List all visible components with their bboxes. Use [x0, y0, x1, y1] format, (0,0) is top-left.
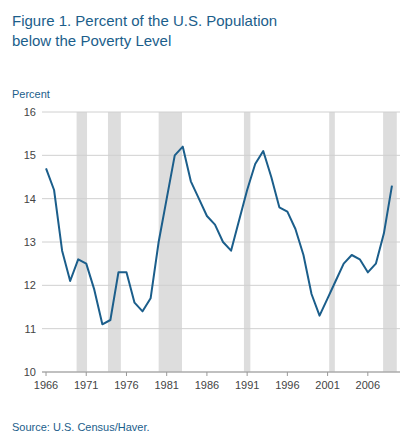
x-tick-label: 1981 [154, 379, 178, 391]
y-tick-label: 14 [24, 193, 36, 205]
x-tick [206, 372, 207, 376]
y-tick-label: 15 [24, 149, 36, 161]
series [46, 147, 392, 325]
y-tick-label: 10 [24, 366, 36, 378]
x-tick-label: 1991 [235, 379, 259, 391]
x-tick [86, 372, 87, 376]
grid-line [42, 372, 400, 373]
line [46, 147, 392, 325]
subtitle: below the Poverty Level [12, 32, 171, 49]
source: Source: U.S. Census/Haver. [12, 421, 150, 433]
x-tick-label: 1971 [74, 379, 98, 391]
x-tick [126, 372, 127, 376]
x-axis: 1966 1971 1976 1981 1986 1991 1996 2001 2006 [34, 372, 400, 391]
x-tick [367, 372, 368, 376]
x-tick-label: 2006 [356, 379, 380, 391]
x-tick-label: 1966 [34, 379, 58, 391]
x-tick [327, 372, 328, 376]
y-axis: 10 11 12 13 14 15 16 [24, 106, 400, 378]
y-tick-label: 11 [25, 323, 36, 335]
chart: Figure 1. Percent of the U.S. Population… [0, 0, 420, 447]
x-tick-label: 1986 [195, 379, 219, 391]
x-tick [247, 372, 248, 376]
grid-line [42, 242, 400, 243]
x-tick [166, 372, 167, 376]
x-axis-line [42, 372, 400, 373]
x-tick-label: 2001 [315, 379, 339, 391]
x-tick-label: 1996 [275, 379, 299, 391]
x-tick-label: 1976 [114, 379, 138, 391]
title: Figure 1. Percent of the U.S. Population [12, 12, 277, 29]
grid-line [42, 285, 400, 286]
y-tick-label: 12 [24, 279, 36, 291]
grid-line [42, 155, 400, 156]
y-axis-label: Percent [12, 88, 50, 100]
y-tick-label: 13 [24, 236, 36, 248]
grid-line [42, 112, 400, 113]
x-tick [46, 372, 47, 376]
grid-line [42, 328, 400, 329]
x-tick [287, 372, 288, 376]
y-tick-label: 16 [24, 106, 36, 118]
grid-line [42, 198, 400, 199]
